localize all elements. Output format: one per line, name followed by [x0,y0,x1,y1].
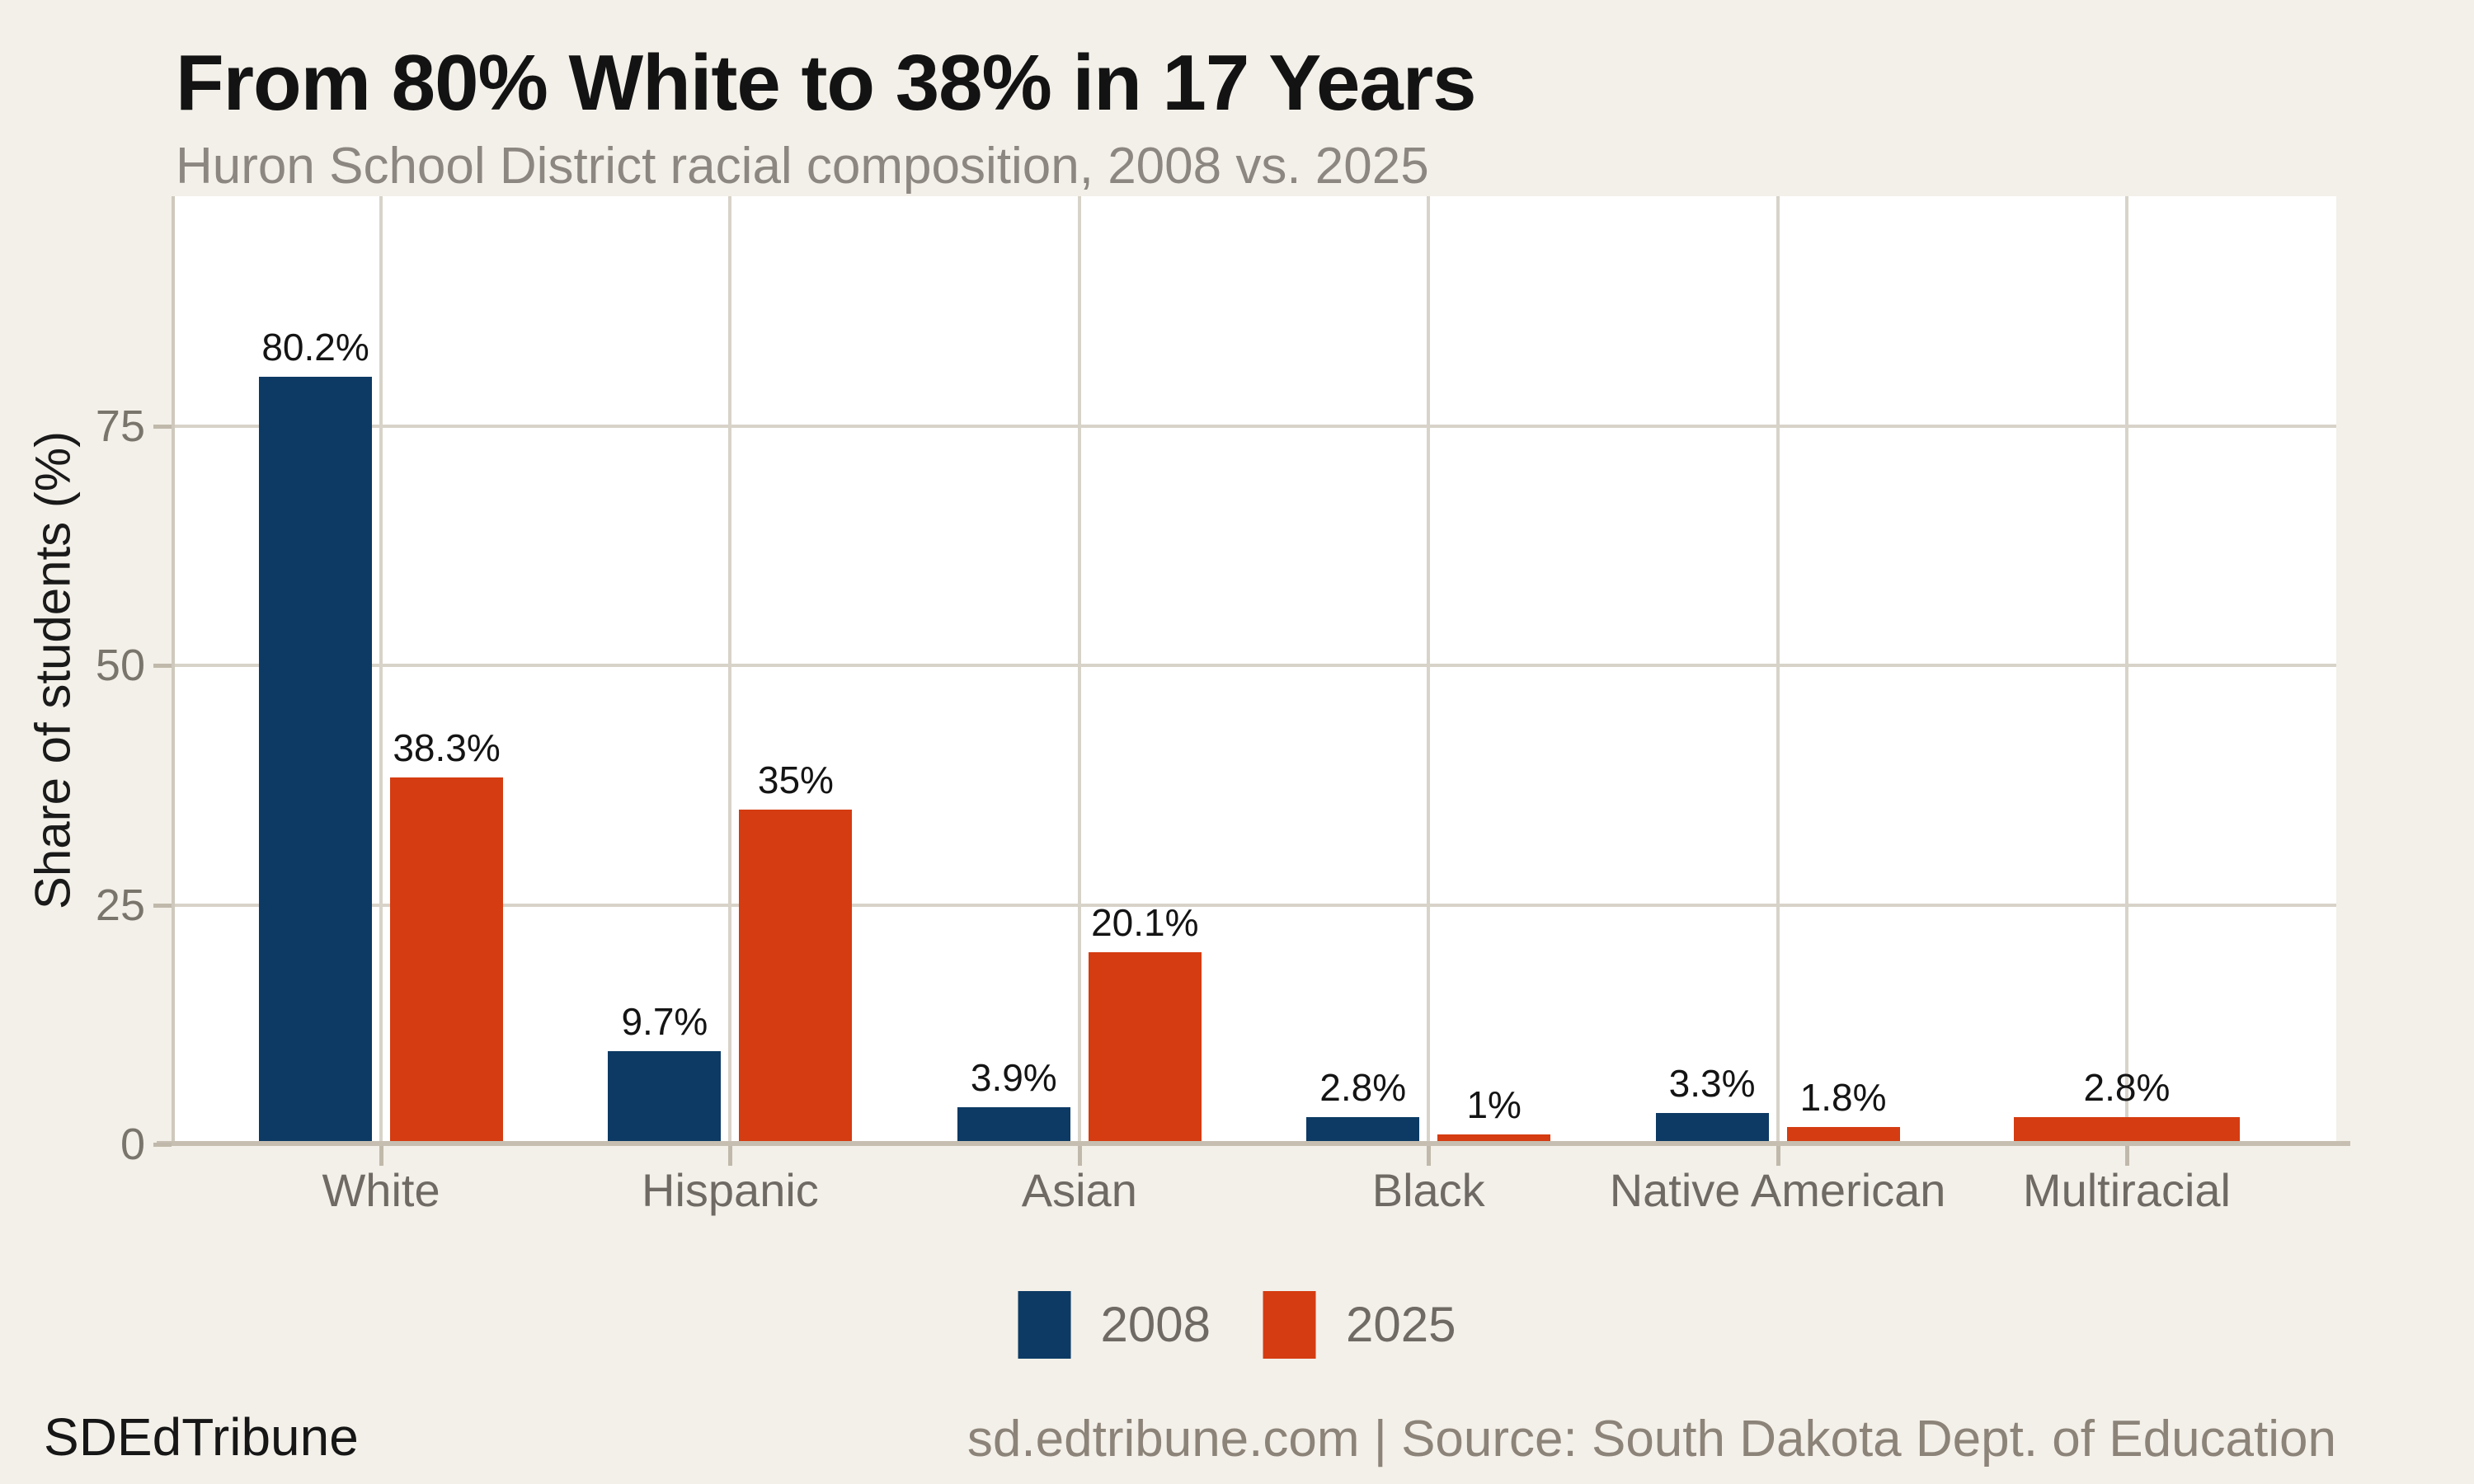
y-tick-label-0: 0 [120,1120,145,1169]
value-label-2008-native-american: 3.3% [1668,1061,1756,1105]
legend-key-2025 [1263,1291,1316,1359]
x-tick-multiracial [2124,1146,2129,1166]
y-tick-75 [153,425,172,429]
horizontal-gridline-75 [172,425,2336,428]
category-label-asian: Asian [1021,1164,1137,1216]
value-label-2008-hispanic: 9.7% [621,1000,708,1044]
horizontal-gridline-25 [172,903,2336,907]
value-label-2008-asian: 3.9% [970,1055,1057,1099]
legend-label-2025: 2025 [1346,1297,1456,1352]
bar-2025-hispanic [739,809,853,1144]
value-label-2025-black: 1% [1466,1083,1522,1127]
x-axis-line [157,1141,2350,1146]
bar-2008-white [259,376,373,1144]
y-tick-50 [153,664,172,669]
y-tick-label-50: 50 [95,641,145,691]
legend-item-2008: 2008 [1018,1291,1211,1359]
vertical-gridline-black [1427,196,1431,1144]
category-label-native-american: Native American [1609,1164,1946,1216]
plot-area: 80.2% 38.3% 9.7% 35% 3.9% 20.1% 2.8% 1% 3.3% 1.8%… [172,196,2336,1144]
category-label-multiracial: Multiracial [2022,1164,2231,1216]
vertical-gridline-multiracial [2124,196,2128,1144]
chart-title: From 80% White to 38% in 17 Years [176,39,1476,127]
value-label-2025-multiracial: 2.8% [2083,1066,2171,1110]
legend-label-2008: 2008 [1100,1297,1211,1352]
legend-item-2025: 2025 [1263,1291,1456,1359]
category-label-hispanic: Hispanic [642,1164,819,1216]
y-tick-label-25: 25 [95,880,145,930]
horizontal-gridline-50 [172,664,2336,668]
bar-2008-black [1306,1117,1420,1144]
y-axis-border [172,196,175,1144]
y-tick-label-75: 75 [95,402,145,451]
bar-2008-asian [957,1106,1070,1144]
chart-subtitle: Huron School District racial composition… [176,138,1429,195]
category-label-black: Black [1371,1164,1485,1216]
legend: 2008 2025 [1018,1291,1456,1359]
bar-2025-multiracial [2013,1117,2240,1144]
x-tick-native-american [1776,1146,1780,1166]
x-tick-hispanic [728,1146,733,1166]
category-label-white: White [322,1164,440,1216]
legend-key-2008 [1018,1291,1071,1359]
bar-2008-hispanic [608,1051,722,1144]
bar-2025-native-american [1786,1127,1900,1144]
value-label-2025-hispanic: 35% [757,758,834,801]
footer-brand: SDEdTribune [44,1407,359,1467]
vertical-gridline-native-american [1776,196,1780,1144]
footer-source: sd.edtribune.com | Source: South Dakota … [967,1411,2336,1468]
vertical-gridline-white [379,196,383,1144]
value-label-2008-black: 2.8% [1319,1066,1407,1110]
value-label-2025-native-american: 1.8% [1799,1076,1887,1120]
vertical-gridline-asian [1077,196,1081,1144]
value-label-2008-white: 80.2% [261,325,369,369]
bar-2025-white [390,777,504,1144]
value-label-2025-white: 38.3% [393,726,501,770]
x-tick-white [379,1146,384,1166]
vertical-gridline-hispanic [728,196,732,1144]
bar-2025-black [1437,1134,1551,1144]
value-label-2025-asian: 20.1% [1091,900,1199,944]
y-tick-25 [153,903,172,908]
x-tick-asian [1077,1146,1082,1166]
bar-2025-asian [1088,951,1202,1144]
y-tick-0 [153,1143,172,1147]
bar-2008-native-american [1655,1112,1769,1144]
x-tick-black [1427,1146,1432,1166]
